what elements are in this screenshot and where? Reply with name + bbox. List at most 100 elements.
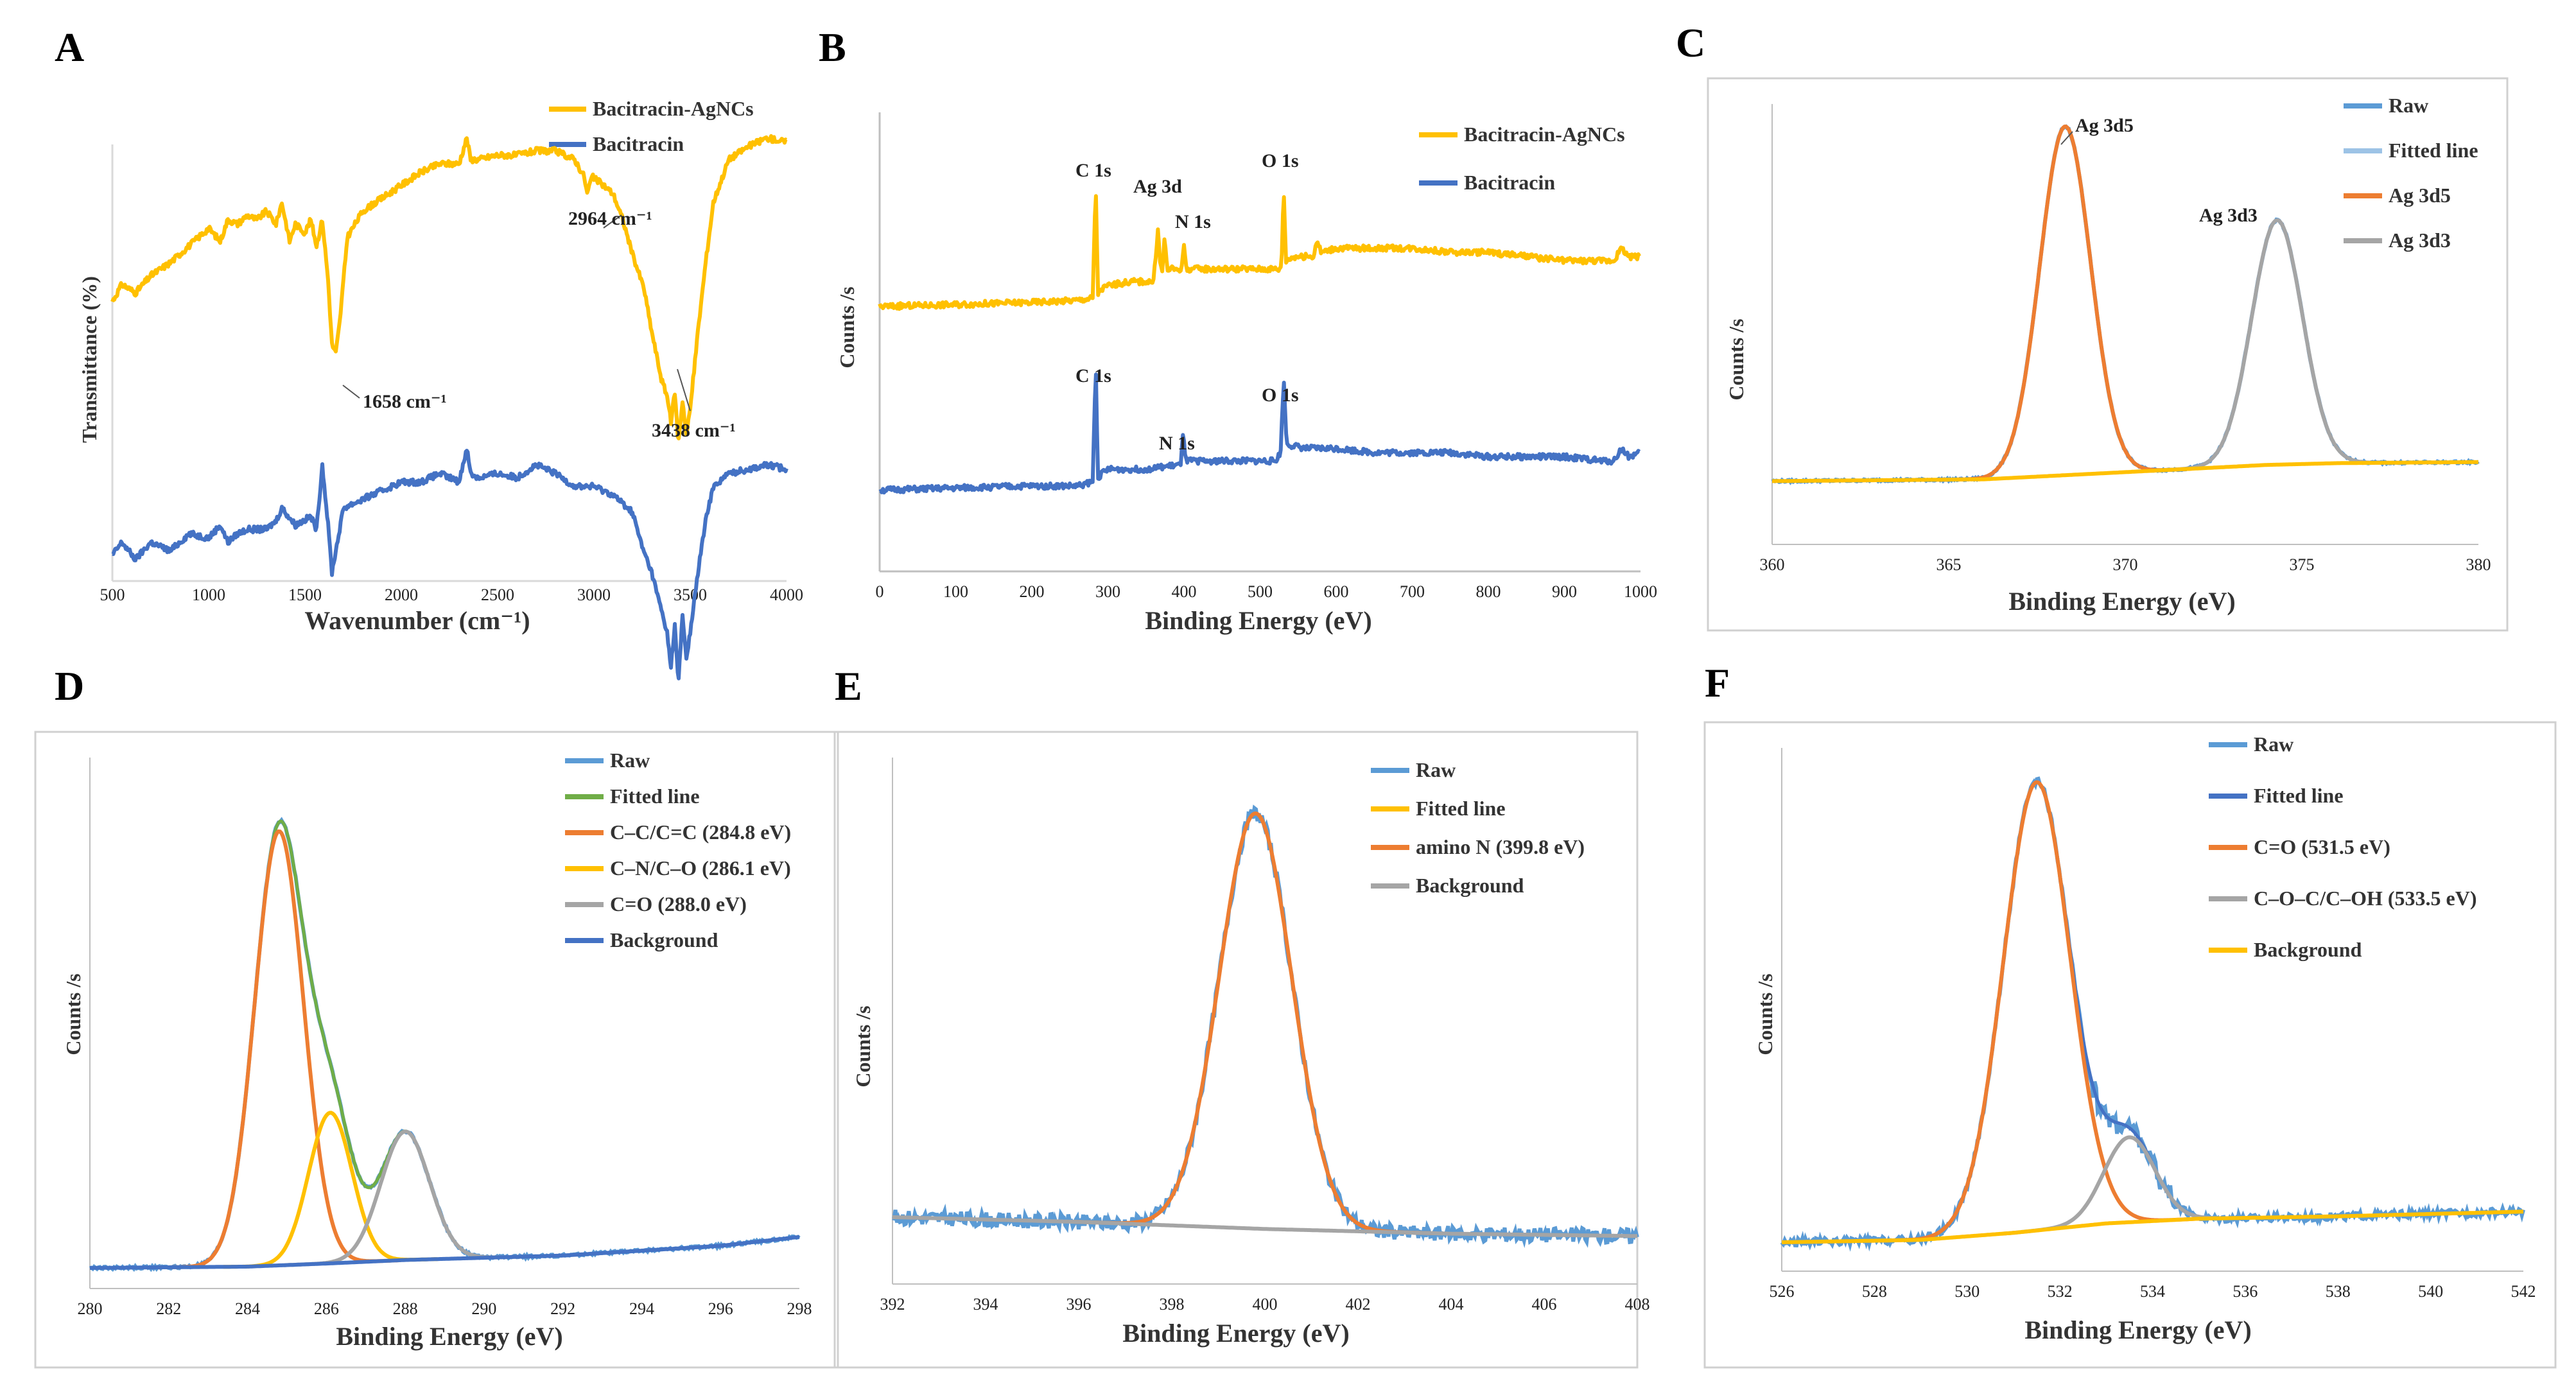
x-tick-label: 3000 [577, 586, 611, 604]
series-line-raw [892, 804, 1639, 1249]
x-axis-title: Binding Energy (eV) [2024, 1315, 2251, 1344]
x-axis-title: Binding Energy (eV) [1145, 606, 1371, 635]
x-tick-label: 526 [1770, 1282, 1795, 1301]
panel-b: B 0 100 200 300 400 500 600 700 800 900 1000 Binding… [819, 24, 1657, 635]
annotation-ag3d3: Ag 3d3 [2199, 205, 2258, 226]
legend-label: Raw [1416, 758, 1456, 781]
x-tick-label: 700 [1400, 582, 1425, 601]
legend-label: Fitted line [610, 785, 700, 808]
x-tick-label: 286 [314, 1299, 339, 1318]
x-tick-label: 280 [78, 1299, 103, 1318]
legend-label: C=O (288.0 eV) [610, 892, 747, 915]
legend-label: Bacitracin-AgNCs [593, 97, 754, 120]
x-tick-label: 1000 [192, 586, 225, 604]
x-tick-label: 296 [708, 1299, 733, 1318]
legend-label: Fitted line [2254, 784, 2344, 807]
x-tick-label: 365 [1936, 555, 1962, 574]
x-axis-title: Wavenumber (cm⁻¹) [304, 606, 530, 635]
series-line-background [892, 1215, 1637, 1238]
x-tick-label: 2000 [385, 586, 418, 604]
x-tick-label: 542 [2511, 1282, 2536, 1301]
x-tick-label: 536 [2232, 1282, 2258, 1301]
x-tick-label: 2500 [481, 586, 514, 604]
legend-label: Bacitracin [593, 132, 684, 155]
series-line-fitted [892, 811, 1637, 1238]
legend-label: C=O (531.5 eV) [2254, 835, 2390, 858]
x-tick-label: 284 [235, 1299, 260, 1318]
series-line-background [90, 1235, 800, 1270]
panel-a: A 500 1000 1500 2000 2500 3000 3500 4000 Wavenumb… [55, 24, 803, 681]
series-line-background [1772, 460, 2478, 483]
x-tick-label: 408 [1625, 1295, 1650, 1314]
annotation-o1s: O 1s [1262, 385, 1299, 406]
legend-label: Background [610, 928, 718, 951]
x-tick-label: 398 [1160, 1295, 1185, 1314]
series-line-component [1074, 811, 1436, 1235]
x-tick-label: 600 [1324, 582, 1349, 601]
x-tick-label: 0 [876, 582, 884, 601]
x-tick-label: 394 [973, 1295, 998, 1314]
y-axis-title: Counts /s [851, 1005, 875, 1087]
annotation-n1s: N 1s [1175, 211, 1211, 232]
x-tick-label: 375 [2290, 555, 2315, 574]
annotations: 1658 cm⁻¹ 2964 cm⁻¹ 3438 cm⁻¹ C 1s Ag 3d N 1s… [342, 115, 2258, 454]
x-tick-label: 300 [1095, 582, 1120, 601]
panel-e: E 392 394 396 398 400 402 404 406 408 Binding Ener… [833, 663, 1650, 1369]
annotation-c1s: C 1s [1075, 160, 1111, 181]
x-tick-label: 288 [393, 1299, 418, 1318]
legend-label: Raw [610, 749, 650, 772]
y-axis-title: Transmittance (%) [78, 276, 101, 443]
x-tick-label: 292 [550, 1299, 575, 1318]
panel-frame [34, 731, 839, 1369]
x-tick-label: 370 [2113, 555, 2138, 574]
x-tick-label: 500 [1248, 582, 1273, 601]
annotation-1658: 1658 cm⁻¹ [363, 391, 447, 412]
x-tick-label: 282 [156, 1299, 181, 1318]
panel-f: F 526 528 530 532 534 536 538 540 542 Binding Ener… [1703, 660, 2557, 1369]
legend-label: amino N (399.8 eV) [1416, 835, 1585, 858]
x-tick-label: 900 [1552, 582, 1577, 601]
series-line-component [1938, 125, 2192, 482]
x-tick-label: 404 [1439, 1295, 1464, 1314]
series-line-component [1870, 780, 2204, 1243]
panel-letter: E [835, 663, 862, 709]
annotation-3438: 3438 cm⁻¹ [652, 420, 736, 441]
series-line-bacitracin [111, 449, 788, 681]
series-line-bacitracin [878, 372, 1641, 495]
panel-c: C 360 365 370 375 380 Binding Energy (eV) Count… [1676, 20, 2509, 632]
annotation-leader [342, 385, 360, 399]
x-axis-title: Binding Energy (eV) [336, 1322, 562, 1351]
x-tick-label: 406 [1532, 1295, 1557, 1314]
panel-letter: C [1676, 20, 1705, 65]
legend-label: Ag 3d3 [2389, 229, 2451, 252]
series-line-raw [1780, 776, 2525, 1252]
x-tick-label: 538 [2326, 1282, 2351, 1301]
x-axis-title: Binding Energy (eV) [1122, 1319, 1349, 1348]
series-line-raw [1771, 124, 2480, 485]
x-tick-label: 400 [1253, 1295, 1278, 1314]
panel-frame [833, 731, 1639, 1369]
series-line-background [1782, 1210, 2524, 1244]
series-line-fitted [1772, 125, 2478, 483]
panel-d: D 280 282 284 286 288 290 292 294 296 298 Binding E… [34, 663, 839, 1369]
panel-letter: B [819, 24, 846, 70]
x-axis-title: Binding Energy (eV) [2008, 587, 2235, 616]
panel-letter: D [55, 663, 84, 709]
annotation-leader [603, 214, 622, 229]
x-tick-label: 100 [943, 582, 968, 601]
panel-letter: A [55, 24, 84, 70]
x-tick-label: 396 [1066, 1295, 1092, 1314]
panel-letter: F [1705, 660, 1730, 706]
x-tick-label: 540 [2418, 1282, 2443, 1301]
legend-label: Ag 3d5 [2389, 184, 2451, 207]
annotation-o1s: O 1s [1262, 150, 1299, 171]
annotation-leader [2060, 131, 2073, 145]
x-tick-label: 400 [1172, 582, 1197, 601]
series-line-fitted [1782, 780, 2524, 1244]
y-axis-title: Counts /s [62, 973, 85, 1055]
x-tick-label: 380 [2466, 555, 2491, 574]
x-tick-label: 200 [1020, 582, 1045, 601]
series-line-bacitracin-agncs [878, 194, 1641, 311]
x-tick-label: 392 [880, 1295, 905, 1314]
